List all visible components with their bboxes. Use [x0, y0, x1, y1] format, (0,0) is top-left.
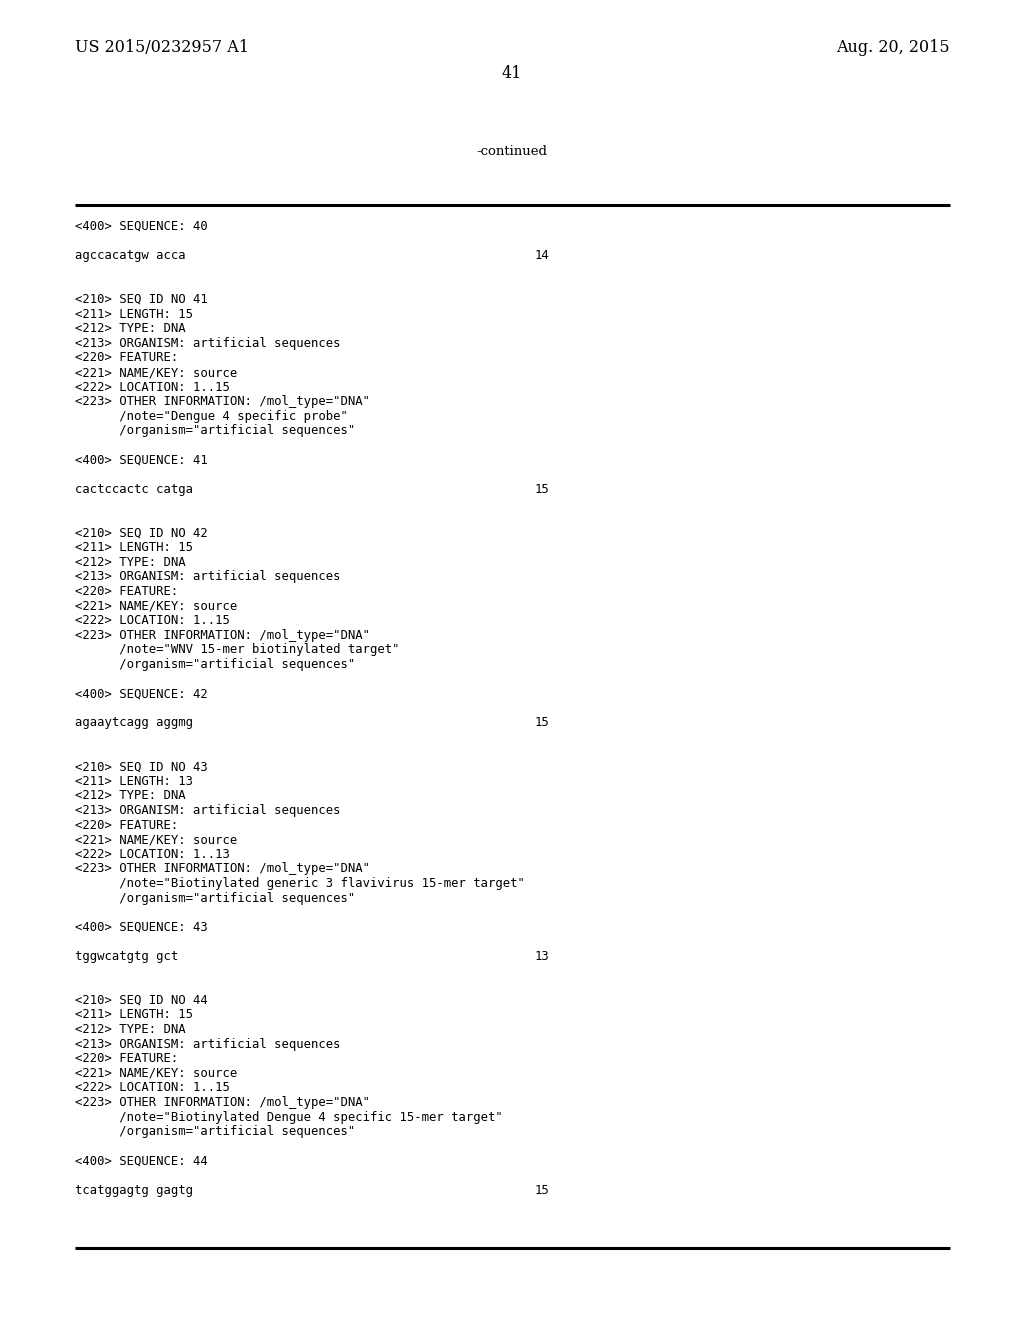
Text: <220> FEATURE:: <220> FEATURE:	[75, 818, 178, 832]
Text: /note="WNV 15-mer biotinylated target": /note="WNV 15-mer biotinylated target"	[75, 643, 399, 656]
Text: agaaytcagg aggmg: agaaytcagg aggmg	[75, 717, 193, 730]
Text: 15: 15	[535, 717, 550, 730]
Text: <213> ORGANISM: artificial sequences: <213> ORGANISM: artificial sequences	[75, 570, 341, 583]
Text: <210> SEQ ID NO 43: <210> SEQ ID NO 43	[75, 760, 208, 774]
Text: /organism="artificial sequences": /organism="artificial sequences"	[75, 657, 355, 671]
Text: <220> FEATURE:: <220> FEATURE:	[75, 1052, 178, 1065]
Text: 13: 13	[535, 950, 550, 964]
Text: <223> OTHER INFORMATION: /mol_type="DNA": <223> OTHER INFORMATION: /mol_type="DNA"	[75, 628, 370, 642]
Text: <223> OTHER INFORMATION: /mol_type="DNA": <223> OTHER INFORMATION: /mol_type="DNA"	[75, 395, 370, 408]
Text: <400> SEQUENCE: 43: <400> SEQUENCE: 43	[75, 921, 208, 933]
Text: <210> SEQ ID NO 44: <210> SEQ ID NO 44	[75, 994, 208, 1007]
Text: <221> NAME/KEY: source: <221> NAME/KEY: source	[75, 833, 238, 846]
Text: <221> NAME/KEY: source: <221> NAME/KEY: source	[75, 366, 238, 379]
Text: 41: 41	[502, 65, 522, 82]
Text: <220> FEATURE:: <220> FEATURE:	[75, 585, 178, 598]
Text: /note="Biotinylated Dengue 4 specific 15-mer target": /note="Biotinylated Dengue 4 specific 15…	[75, 1110, 503, 1123]
Text: <222> LOCATION: 1..15: <222> LOCATION: 1..15	[75, 380, 229, 393]
Text: <212> TYPE: DNA: <212> TYPE: DNA	[75, 556, 185, 569]
Text: <213> ORGANISM: artificial sequences: <213> ORGANISM: artificial sequences	[75, 804, 341, 817]
Text: agccacatgw acca: agccacatgw acca	[75, 249, 185, 263]
Text: <400> SEQUENCE: 40: <400> SEQUENCE: 40	[75, 220, 208, 234]
Text: <210> SEQ ID NO 41: <210> SEQ ID NO 41	[75, 293, 208, 306]
Text: <222> LOCATION: 1..13: <222> LOCATION: 1..13	[75, 847, 229, 861]
Text: /organism="artificial sequences": /organism="artificial sequences"	[75, 1125, 355, 1138]
Text: /note="Biotinylated generic 3 flavivirus 15-mer target": /note="Biotinylated generic 3 flavivirus…	[75, 876, 525, 890]
Text: <212> TYPE: DNA: <212> TYPE: DNA	[75, 789, 185, 803]
Text: 15: 15	[535, 483, 550, 496]
Text: /organism="artificial sequences": /organism="artificial sequences"	[75, 891, 355, 904]
Text: /organism="artificial sequences": /organism="artificial sequences"	[75, 425, 355, 437]
Text: <213> ORGANISM: artificial sequences: <213> ORGANISM: artificial sequences	[75, 1038, 341, 1051]
Text: /note="Dengue 4 specific probe": /note="Dengue 4 specific probe"	[75, 409, 348, 422]
Text: <211> LENGTH: 13: <211> LENGTH: 13	[75, 775, 193, 788]
Text: <211> LENGTH: 15: <211> LENGTH: 15	[75, 1008, 193, 1022]
Text: 15: 15	[535, 1184, 550, 1197]
Text: <213> ORGANISM: artificial sequences: <213> ORGANISM: artificial sequences	[75, 337, 341, 350]
Text: <212> TYPE: DNA: <212> TYPE: DNA	[75, 322, 185, 335]
Text: <211> LENGTH: 15: <211> LENGTH: 15	[75, 541, 193, 554]
Text: US 2015/0232957 A1: US 2015/0232957 A1	[75, 40, 249, 55]
Text: <220> FEATURE:: <220> FEATURE:	[75, 351, 178, 364]
Text: <210> SEQ ID NO 42: <210> SEQ ID NO 42	[75, 527, 208, 540]
Text: -continued: -continued	[476, 145, 548, 158]
Text: <222> LOCATION: 1..15: <222> LOCATION: 1..15	[75, 1081, 229, 1094]
Text: <400> SEQUENCE: 41: <400> SEQUENCE: 41	[75, 454, 208, 466]
Text: Aug. 20, 2015: Aug. 20, 2015	[837, 40, 950, 55]
Text: <400> SEQUENCE: 42: <400> SEQUENCE: 42	[75, 688, 208, 700]
Text: <223> OTHER INFORMATION: /mol_type="DNA": <223> OTHER INFORMATION: /mol_type="DNA"	[75, 862, 370, 875]
Text: <221> NAME/KEY: source: <221> NAME/KEY: source	[75, 1067, 238, 1080]
Text: tggwcatgtg gct: tggwcatgtg gct	[75, 950, 178, 964]
Text: <211> LENGTH: 15: <211> LENGTH: 15	[75, 308, 193, 321]
Text: 14: 14	[535, 249, 550, 263]
Text: <400> SEQUENCE: 44: <400> SEQUENCE: 44	[75, 1155, 208, 1167]
Text: <222> LOCATION: 1..15: <222> LOCATION: 1..15	[75, 614, 229, 627]
Text: cactccactc catga: cactccactc catga	[75, 483, 193, 496]
Text: <221> NAME/KEY: source: <221> NAME/KEY: source	[75, 599, 238, 612]
Text: <212> TYPE: DNA: <212> TYPE: DNA	[75, 1023, 185, 1036]
Text: <223> OTHER INFORMATION: /mol_type="DNA": <223> OTHER INFORMATION: /mol_type="DNA"	[75, 1096, 370, 1109]
Text: tcatggagtg gagtg: tcatggagtg gagtg	[75, 1184, 193, 1197]
